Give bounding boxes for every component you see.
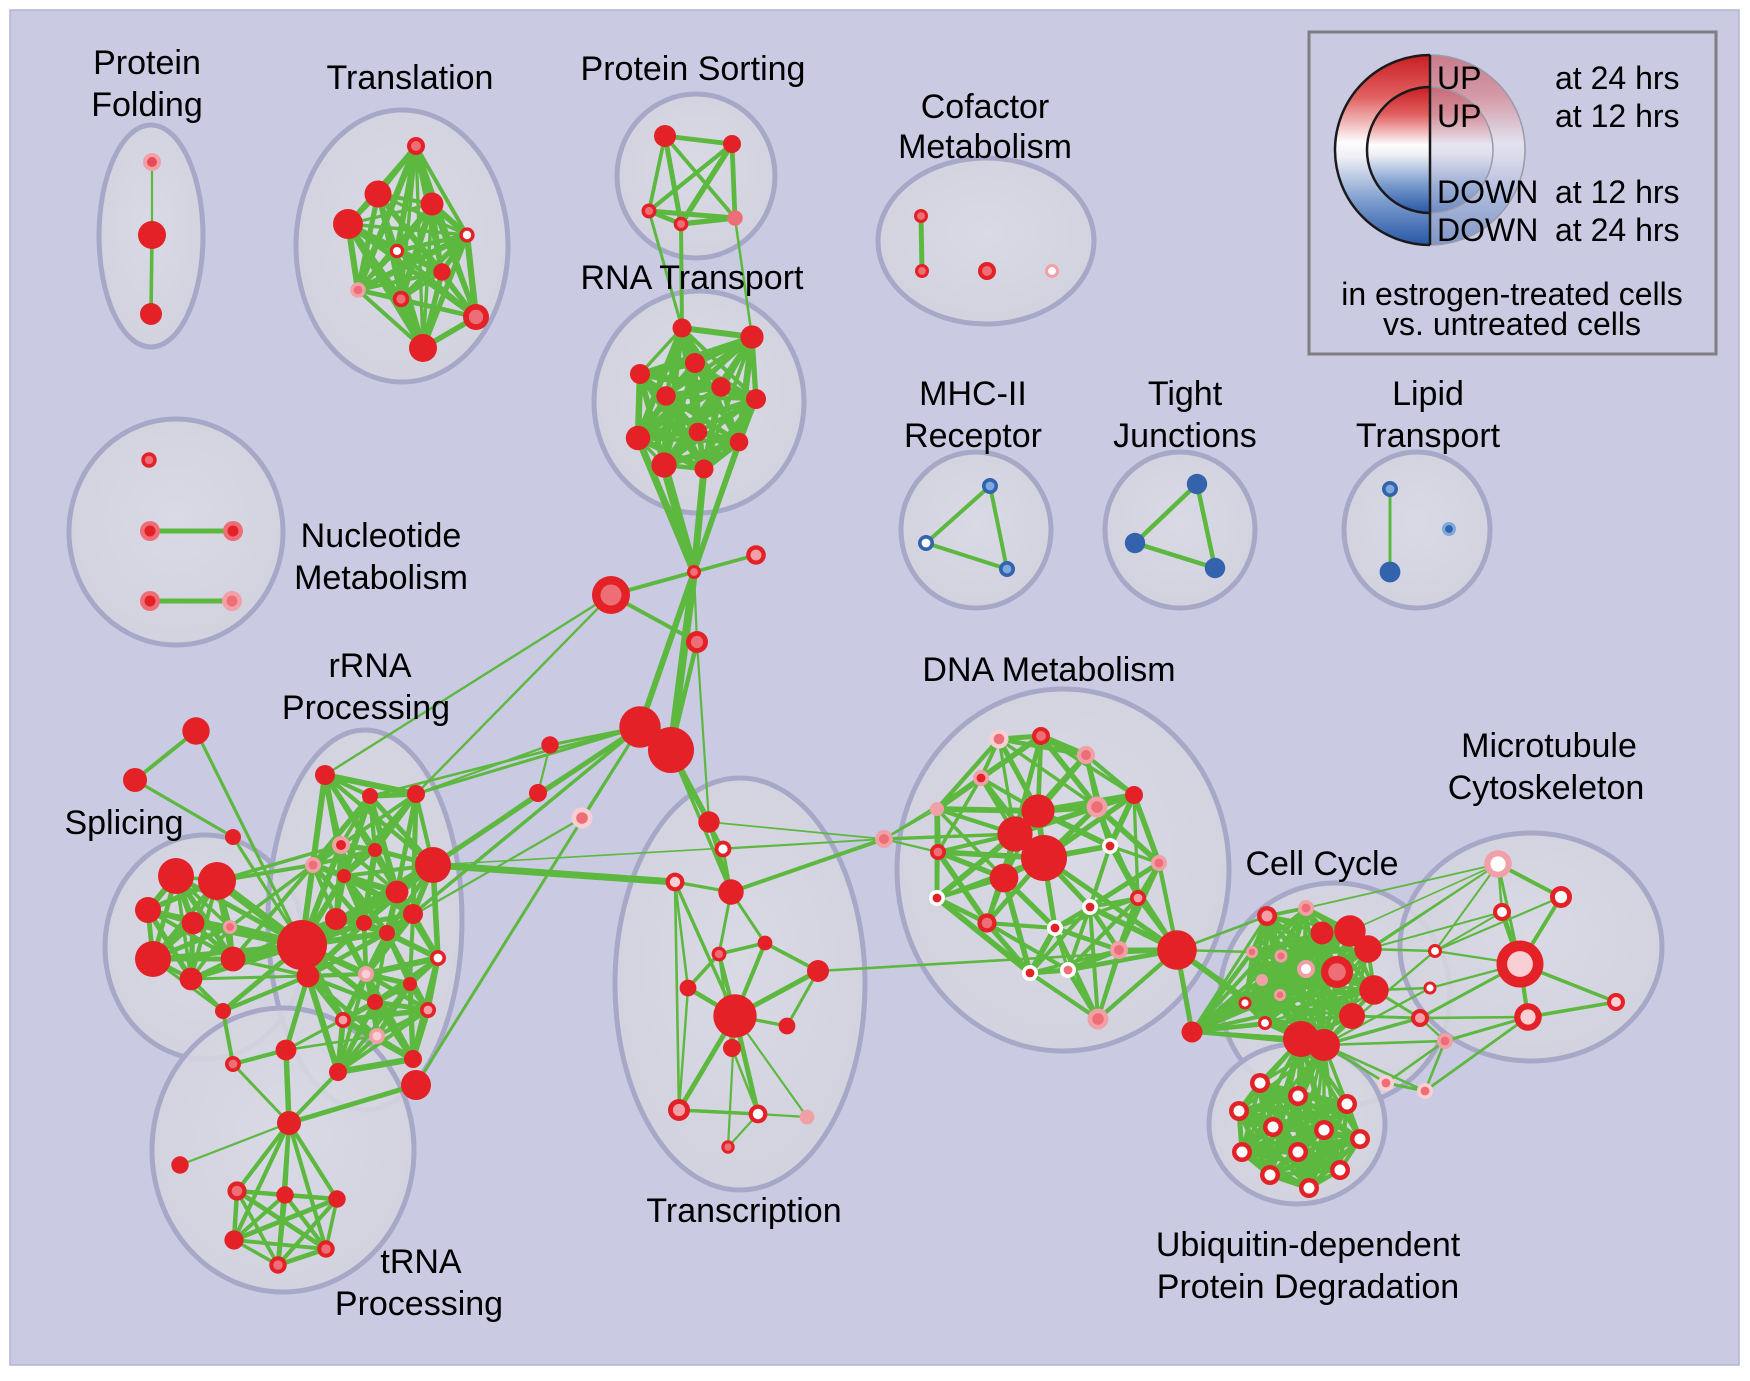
svg-text:Transcription: Transcription xyxy=(646,1192,841,1230)
svg-text:Metabolism: Metabolism xyxy=(898,128,1072,166)
svg-text:at 24 hrs: at 24 hrs xyxy=(1555,212,1680,248)
svg-text:Lipid: Lipid xyxy=(1392,375,1464,413)
svg-text:Processing: Processing xyxy=(282,689,450,727)
svg-text:Junctions: Junctions xyxy=(1113,417,1257,455)
svg-text:in estrogen-treated cells: in estrogen-treated cells xyxy=(1341,276,1683,312)
svg-text:Cytoskeleton: Cytoskeleton xyxy=(1448,769,1645,807)
svg-text:at 24 hrs: at 24 hrs xyxy=(1555,60,1680,96)
svg-text:Receptor: Receptor xyxy=(904,417,1042,455)
svg-text:at 12 hrs: at 12 hrs xyxy=(1555,174,1680,210)
svg-text:Microtubule: Microtubule xyxy=(1461,727,1637,765)
svg-text:Cell Cycle: Cell Cycle xyxy=(1245,845,1398,883)
svg-text:Splicing: Splicing xyxy=(64,804,183,842)
svg-text:RNA Transport: RNA Transport xyxy=(581,259,805,297)
svg-text:tRNA: tRNA xyxy=(380,1243,462,1281)
svg-text:UP: UP xyxy=(1437,60,1481,96)
svg-text:Transport: Transport xyxy=(1356,417,1501,455)
svg-text:UP: UP xyxy=(1437,98,1481,134)
svg-text:Ubiquitin-dependent: Ubiquitin-dependent xyxy=(1156,1226,1461,1264)
svg-text:Cofactor: Cofactor xyxy=(921,88,1050,126)
svg-text:DOWN: DOWN xyxy=(1437,174,1538,210)
svg-text:rRNA: rRNA xyxy=(328,647,411,685)
svg-text:Protein Sorting: Protein Sorting xyxy=(581,50,806,88)
svg-text:Nucleotide: Nucleotide xyxy=(301,517,462,555)
svg-text:MHC-II: MHC-II xyxy=(919,375,1027,413)
svg-text:Tight: Tight xyxy=(1148,375,1223,413)
svg-text:Protein: Protein xyxy=(93,44,201,82)
svg-text:Processing: Processing xyxy=(335,1285,503,1323)
svg-text:vs. untreated cells: vs. untreated cells xyxy=(1383,306,1641,342)
svg-text:Folding: Folding xyxy=(91,86,203,124)
svg-text:at 12 hrs: at 12 hrs xyxy=(1555,98,1680,134)
svg-text:Translation: Translation xyxy=(327,59,494,97)
svg-text:Metabolism: Metabolism xyxy=(294,559,468,597)
svg-text:DNA Metabolism: DNA Metabolism xyxy=(922,651,1175,689)
svg-text:Protein Degradation: Protein Degradation xyxy=(1157,1268,1459,1306)
svg-text:DOWN: DOWN xyxy=(1437,212,1538,248)
